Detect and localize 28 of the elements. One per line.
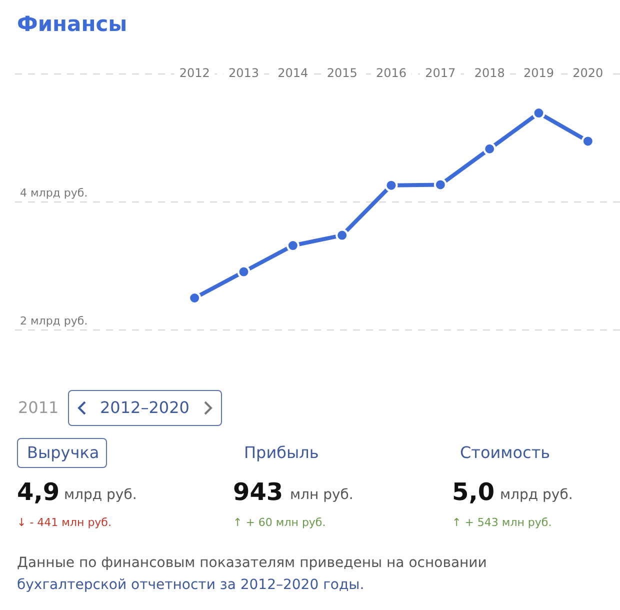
text: Прибыль (244, 443, 319, 462)
text: 2011 (18, 398, 59, 417)
text: 943 (233, 478, 284, 506)
x-tick-label: 2015 (326, 66, 358, 80)
text: млрд руб. (64, 487, 137, 503)
text: ↓ - 441 млн руб. (17, 516, 112, 529)
text: млн руб. (290, 487, 354, 503)
text: Выручка (27, 443, 100, 462)
x-tick-label: 2017 (425, 66, 456, 80)
text: бухгалтерской отчетности за 2012–2020 годы. (17, 577, 364, 593)
x-tick-label: 2018 (474, 66, 505, 80)
x-tick-label: 2016 (376, 66, 407, 80)
text: 5,0 (452, 478, 495, 506)
x-tick-label: 2012 (179, 66, 210, 80)
text: 4,9 (17, 478, 60, 506)
text: ↑ + 60 млн руб. (233, 516, 326, 529)
y-tick-label: 4 млрд руб. (20, 186, 88, 200)
chart-title: Финансы (17, 12, 128, 36)
y-tick-label: 2 млрд руб. (20, 314, 88, 328)
text: 2012–2020 (100, 398, 190, 417)
text: Стоимость (460, 443, 550, 462)
x-tick-label: 2013 (228, 66, 260, 80)
x-tick-label: 2020 (572, 66, 604, 80)
text: млрд руб. (500, 487, 573, 503)
text: ↑ + 543 млн руб. (452, 516, 552, 529)
x-tick-label: 2014 (278, 66, 308, 80)
text: Данные по финансовым показателям приведены на основании (17, 555, 487, 571)
x-tick-label: 2019 (523, 66, 554, 80)
